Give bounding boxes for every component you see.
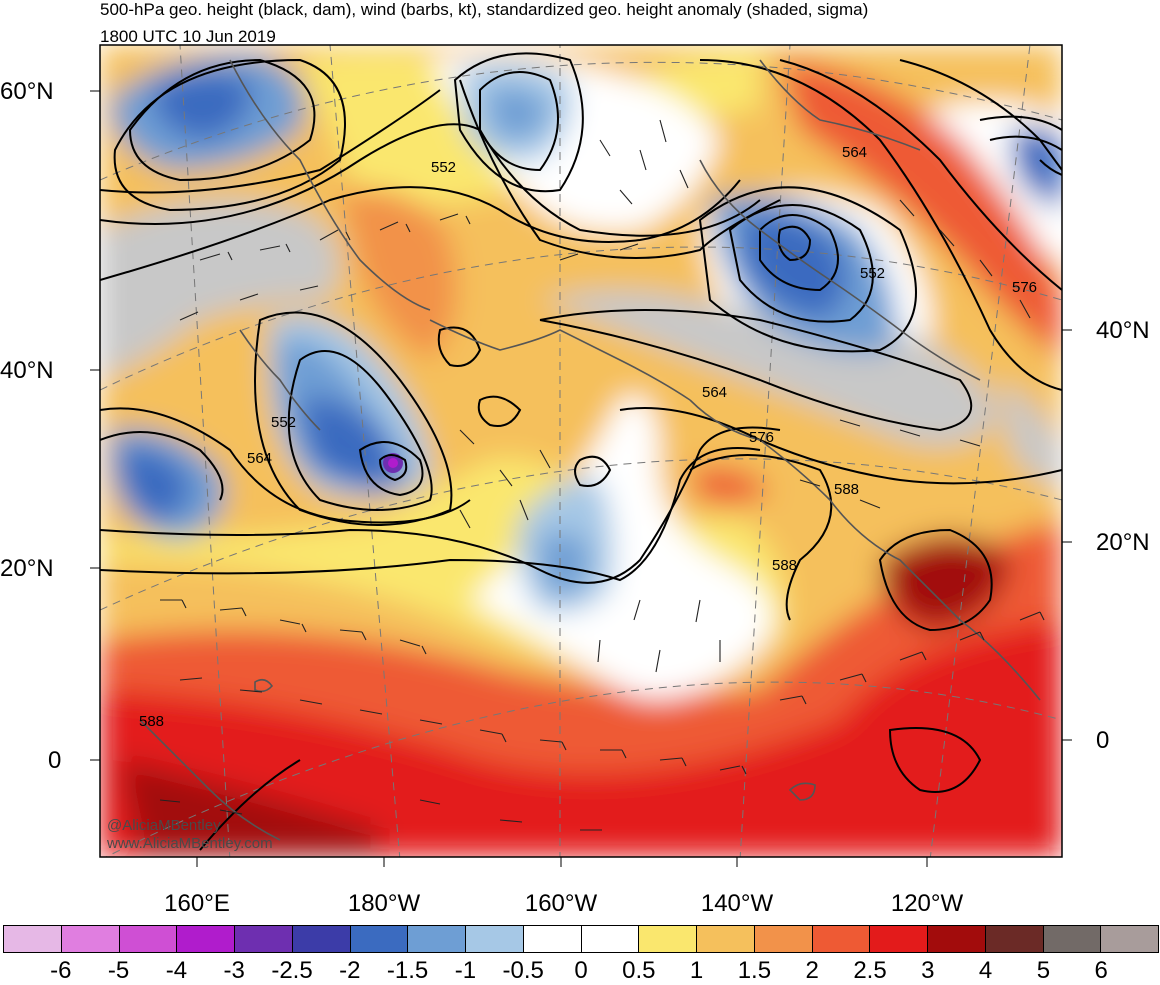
lon-label: 140°W <box>700 890 774 917</box>
map-title: 500-hPa geo. height (black, dam), wind (… <box>100 0 869 19</box>
colorbar-label: -6 <box>50 957 72 984</box>
contour-label: 564 <box>702 384 727 401</box>
colorbar-swatch <box>408 926 466 952</box>
lat-label-right: 20°N <box>1096 529 1150 556</box>
lon-label: 160°W <box>524 890 598 917</box>
contour-label: 552 <box>271 414 296 431</box>
credit-website: www.AliciaMBentley.com <box>107 835 273 852</box>
colorbar-label: 0.5 <box>622 957 656 984</box>
colorbar-swatch <box>119 926 178 952</box>
lat-label-left: 60°N <box>0 78 54 105</box>
lon-label: 120°W <box>890 890 964 917</box>
colorbar-swatch <box>61 926 120 952</box>
colorbar-swatch <box>870 926 928 952</box>
colorbar-swatch <box>350 926 409 952</box>
lat-label-left: 40°N <box>0 357 54 384</box>
colorbar-label: -0.5 <box>502 957 544 984</box>
colorbar-label: 4 <box>978 957 993 984</box>
lat-label-right: 40°N <box>1096 317 1150 344</box>
grid-lines <box>100 45 1062 857</box>
coastlines <box>139 59 1041 841</box>
colorbar-label: 1.5 <box>737 957 772 984</box>
colorbar-swatch <box>523 926 582 952</box>
contour-label: 552 <box>860 265 885 282</box>
contour-labels: 552 564 552 564 552 564 576 576 588 588 … <box>139 144 1037 730</box>
colorbar-label: -1.5 <box>386 957 429 984</box>
colorbar-label: -4 <box>165 957 188 984</box>
colorbar <box>3 925 1159 953</box>
colorbar-label: -2 <box>339 957 361 984</box>
colorbar-swatch <box>639 926 697 952</box>
height-contours <box>100 52 1062 851</box>
contour-label: 588 <box>772 557 797 574</box>
colorbar-swatch <box>581 926 640 952</box>
colorbar-swatch <box>466 926 524 952</box>
colorbar-label: 2 <box>805 957 819 984</box>
colorbar-label: 6 <box>1094 957 1108 984</box>
colorbar-label: -5 <box>107 957 130 984</box>
lat-label-right: 0 <box>1096 727 1110 754</box>
contour-label: 564 <box>842 144 867 161</box>
colorbar-swatch <box>1043 926 1102 952</box>
lon-label: 180°W <box>347 890 421 917</box>
wind-barbs <box>159 119 1041 831</box>
colorbar-swatch <box>1101 926 1158 952</box>
colorbar-swatch <box>697 926 755 952</box>
colorbar-label: 5 <box>1036 957 1051 984</box>
contour-label: 576 <box>749 429 774 446</box>
colorbar-label: 0 <box>574 957 588 984</box>
contour-label: 588 <box>834 481 859 498</box>
colorbar-swatch <box>292 926 351 952</box>
credit-handle: @AliciaMBentley <box>107 817 221 834</box>
lon-label: 160°E <box>164 890 230 917</box>
colorbar-label: -3 <box>223 957 245 984</box>
colorbar-swatch <box>754 926 813 952</box>
map-panel: 552 564 552 564 552 564 576 576 588 588 … <box>100 45 1062 857</box>
colorbar-swatch <box>177 926 235 952</box>
contour-label: 552 <box>431 159 456 176</box>
colorbar-swatch <box>985 926 1044 952</box>
anomaly-shading <box>100 45 1062 857</box>
axis-ticks <box>90 90 1072 867</box>
colorbar-swatch <box>235 926 293 952</box>
lat-label-left: 0 <box>48 747 62 774</box>
colorbar-label: -1 <box>454 957 477 984</box>
colorbar-label: -2.5 <box>271 957 313 984</box>
colorbar-label: 1 <box>689 957 704 984</box>
colorbar-label: 2.5 <box>853 957 887 984</box>
lat-label-left: 20°N <box>0 555 54 582</box>
map-valid-time: 1800 UTC 10 Jun 2019 <box>100 27 276 46</box>
colorbar-label: 3 <box>921 957 935 984</box>
colorbar-swatch <box>4 926 62 952</box>
map-frame <box>99 44 1063 858</box>
contour-label: 576 <box>1012 279 1037 296</box>
contour-label: 588 <box>139 713 164 730</box>
contour-label: 564 <box>247 450 272 467</box>
colorbar-swatch <box>812 926 871 952</box>
colorbar-swatch <box>928 926 986 952</box>
